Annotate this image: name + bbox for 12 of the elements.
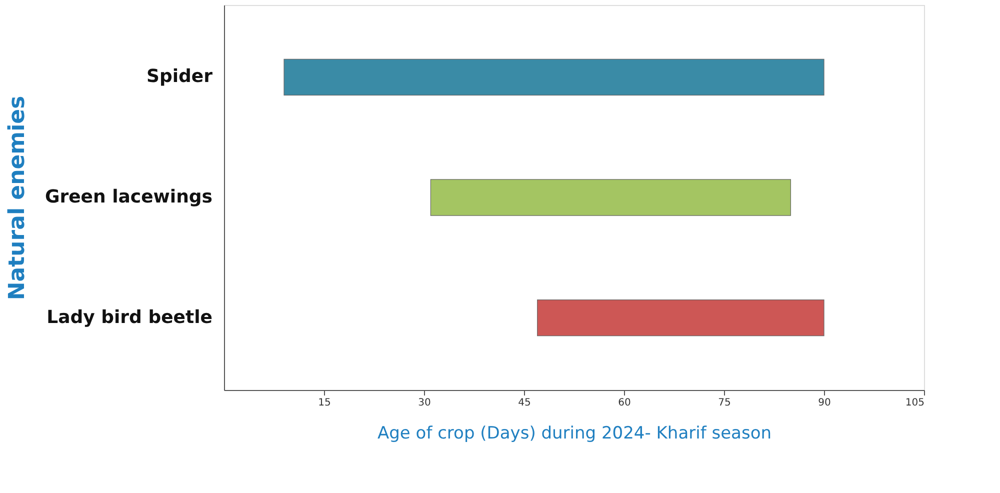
x-tick-label: 15 [318,398,331,408]
x-tick-label: 45 [518,398,531,408]
x-axis-title: Age of crop (Days) during 2024- Kharif season [378,424,772,444]
y-tick-label: Spider [146,66,213,88]
x-tick-label: 30 [418,398,431,408]
y-tick-label: Green lacewings [44,186,212,208]
y-tick-label: Lady bird beetle [46,306,212,328]
x-tick-label: 90 [818,398,831,408]
x-tick-label: 105 [905,398,924,408]
x-tick-label: 60 [618,398,631,408]
y-axis-title: Natural enemies [4,96,30,300]
x-tick-label: 75 [718,398,731,408]
